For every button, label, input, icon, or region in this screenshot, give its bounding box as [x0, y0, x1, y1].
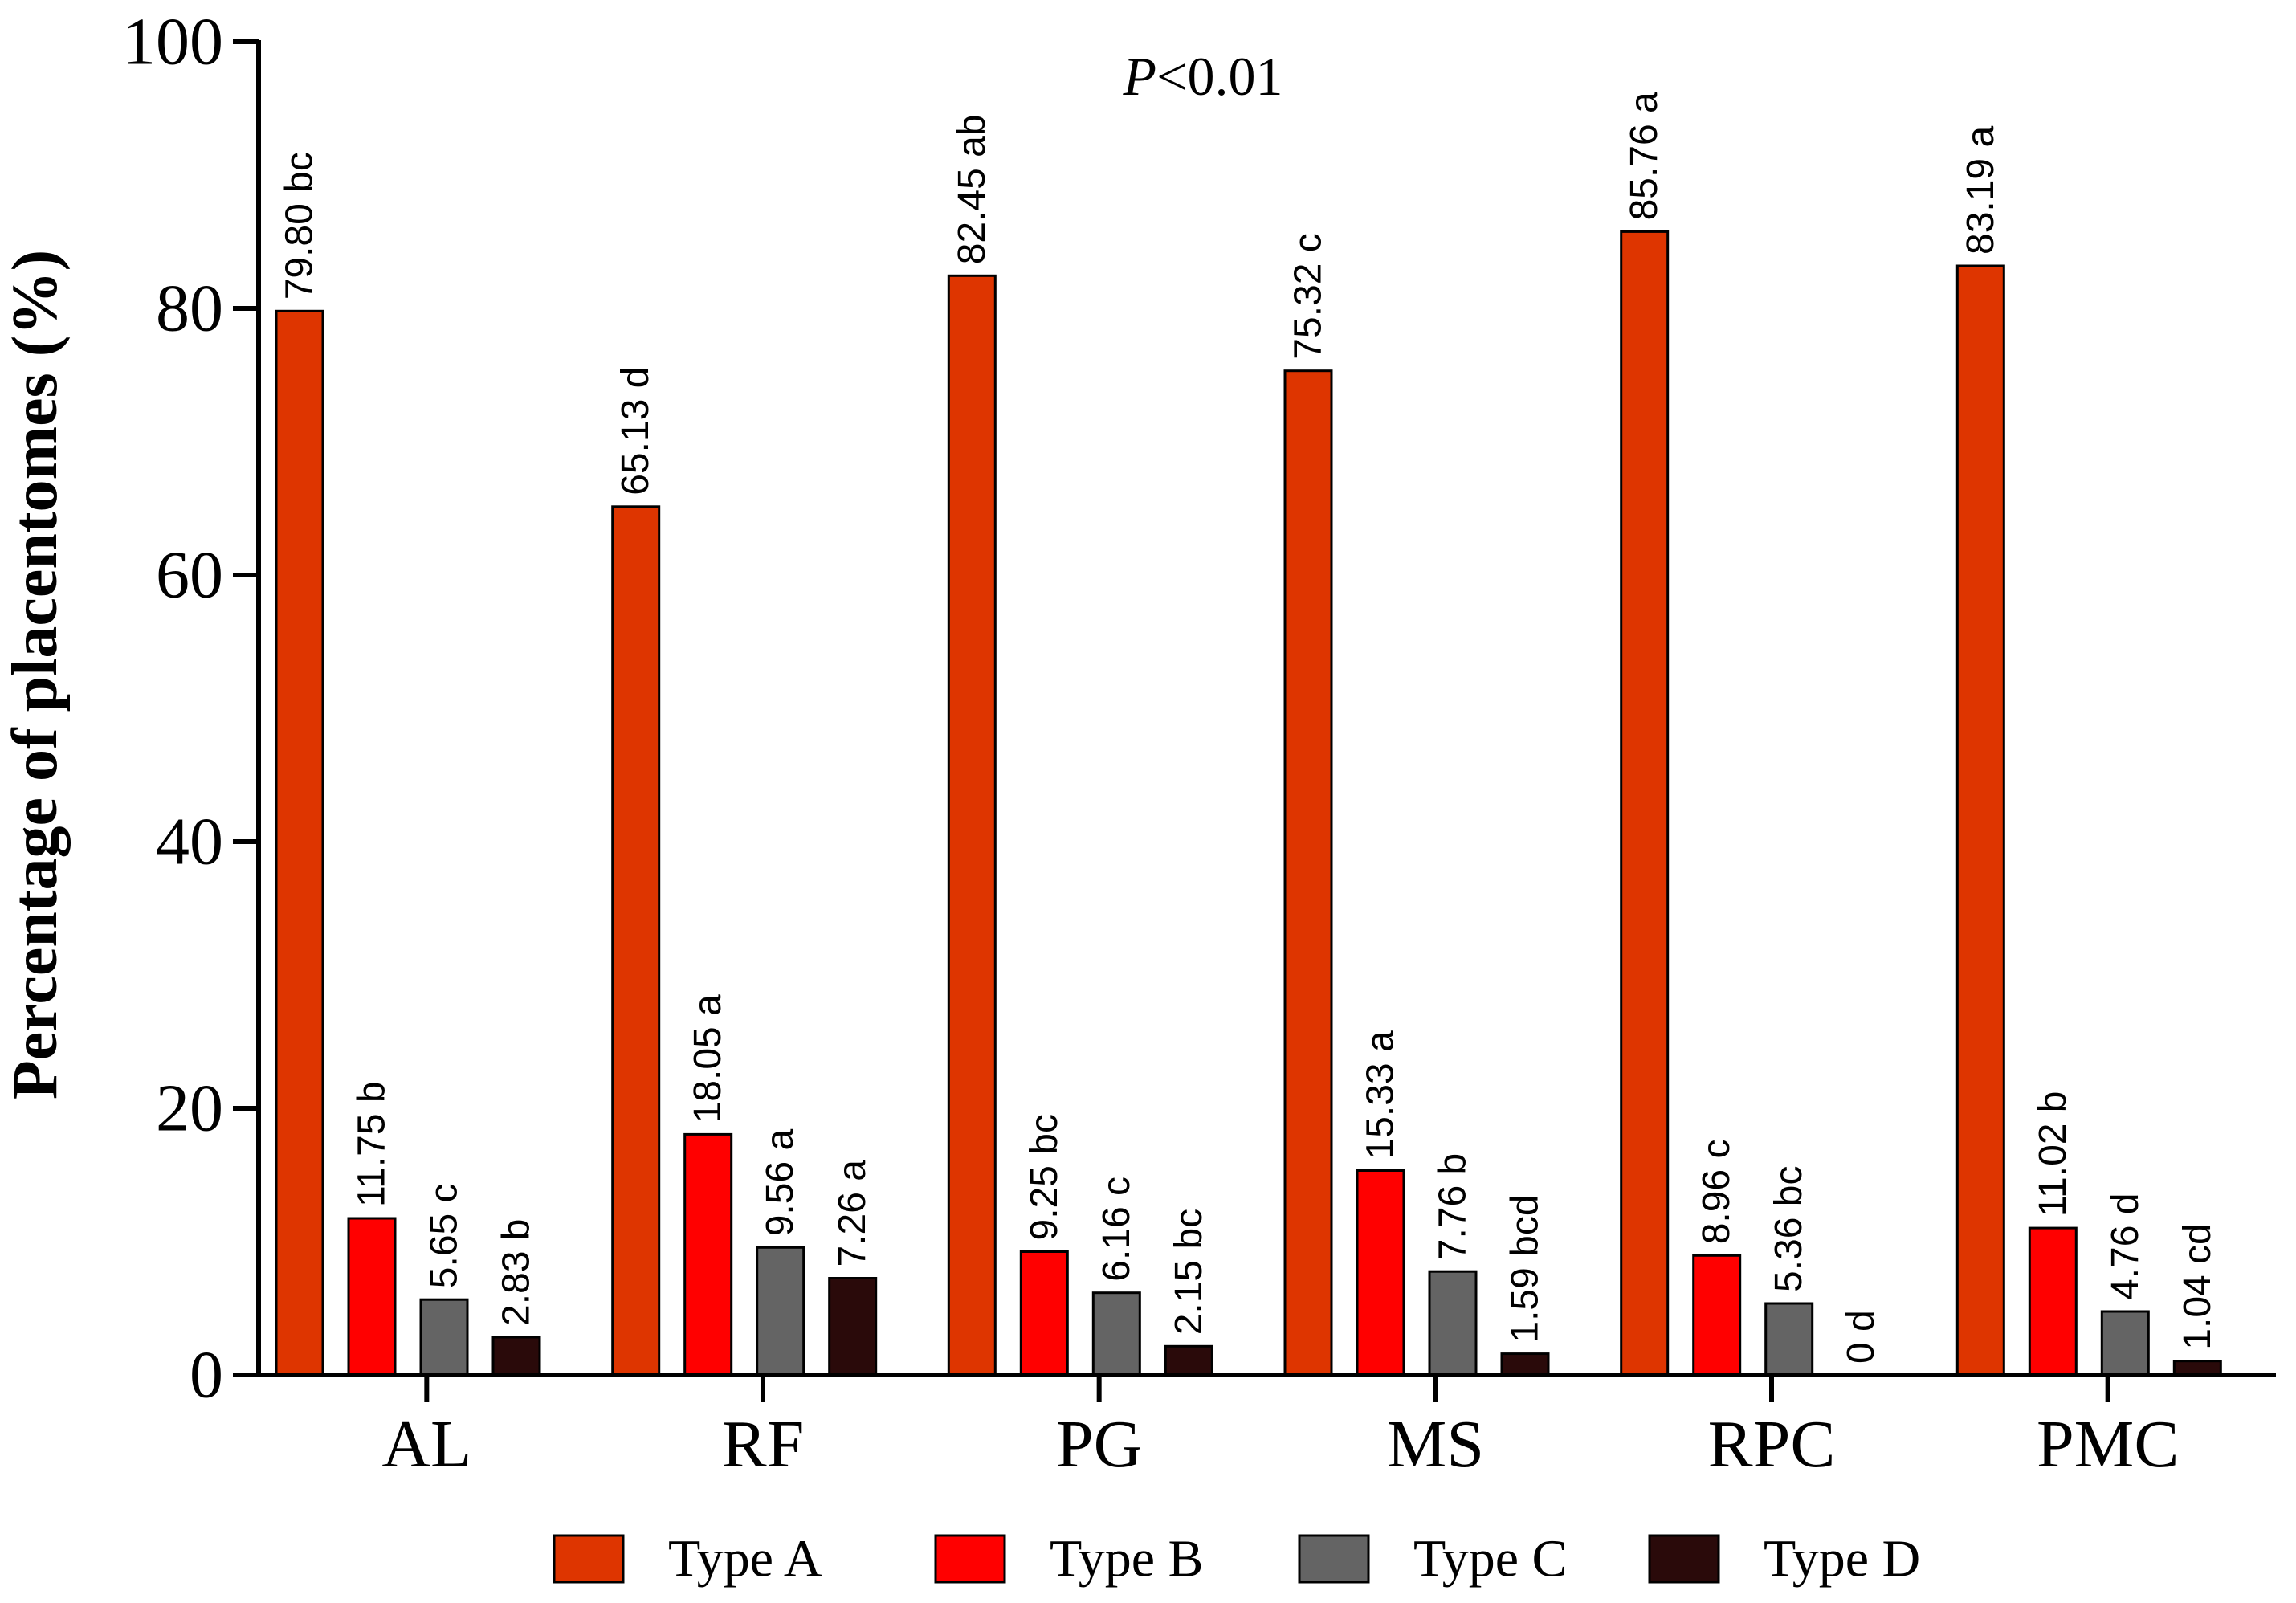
- y-tick-label-80: 80: [156, 271, 223, 346]
- y-tick-label-60: 60: [156, 538, 223, 613]
- x-tick-label-pg: PG: [1056, 1407, 1142, 1482]
- bar-ms-type-a: [1283, 369, 1333, 1377]
- data-label-pmc-type-d: 1.04 cd: [2176, 1223, 2219, 1349]
- legend-label-type-d: Type D: [1764, 1530, 1920, 1589]
- p-value-threshold: <0.01: [1156, 46, 1283, 107]
- data-label-pg-type-a: 82.45 ab: [951, 114, 993, 264]
- bar-pg-type-c: [1091, 1291, 1141, 1377]
- data-label-al-type-a: 79.80 bc: [279, 152, 321, 300]
- x-tick-label-pmc: PMC: [2037, 1407, 2179, 1482]
- data-label-ms-type-d: 1.59 bcd: [1504, 1194, 1547, 1342]
- legend-swatch-type-c: [1298, 1534, 1370, 1584]
- data-label-ms-type-c: 7.76 b: [1432, 1153, 1474, 1260]
- data-label-al-type-c: 5.65 c: [423, 1183, 466, 1288]
- legend-swatch-type-b: [934, 1534, 1006, 1584]
- data-label-rpc-type-a: 85.76 a: [1623, 92, 1666, 220]
- data-label-rpc-type-d: 0 d: [1840, 1310, 1882, 1364]
- legend-label-type-a: Type A: [668, 1530, 822, 1589]
- legend-swatch-type-d: [1648, 1534, 1720, 1584]
- data-label-rf-type-c: 9.56 a: [759, 1129, 801, 1237]
- data-label-rf-type-b: 18.05 a: [687, 994, 729, 1123]
- bar-rf-type-b: [683, 1132, 733, 1377]
- data-label-rf-type-a: 65.13 d: [614, 367, 657, 496]
- bar-pmc-type-c: [2100, 1310, 2150, 1377]
- y-tick-label-0: 0: [190, 1338, 223, 1413]
- bar-rf-type-c: [756, 1246, 805, 1377]
- bar-ms-type-d: [1500, 1352, 1550, 1377]
- p-value-symbol: P: [1123, 46, 1157, 107]
- data-label-rpc-type-c: 5.36 bc: [1768, 1166, 1810, 1292]
- data-label-pmc-type-b: 11.02 b: [2032, 1091, 2074, 1218]
- data-label-ms-type-b: 15.33 a: [1360, 1030, 1402, 1159]
- bar-rf-type-d: [828, 1277, 878, 1377]
- bar-rpc-type-a: [1620, 230, 1670, 1377]
- bar-pmc-type-b: [2028, 1226, 2078, 1377]
- bar-al-type-a: [275, 309, 324, 1377]
- bars-layer: [275, 230, 2222, 1377]
- bar-pg-type-d: [1164, 1344, 1213, 1377]
- data-label-al-type-d: 2.83 b: [495, 1219, 538, 1326]
- data-label-al-type-b: 11.75 b: [351, 1081, 394, 1207]
- y-tick-label-20: 20: [156, 1071, 223, 1146]
- y-tick-label-100: 100: [122, 5, 223, 80]
- bar-rpc-type-c: [1764, 1302, 1814, 1377]
- legend-swatch-type-a: [553, 1534, 625, 1584]
- y-axis-label: Percentage of placentomes (%): [0, 250, 71, 1099]
- data-label-rf-type-d: 7.26 a: [831, 1160, 874, 1267]
- bar-pmc-type-a: [1955, 264, 2005, 1377]
- axes-layer: 0 20 40 60 80 100 AL RF PG MS RPC PMC: [122, 5, 2276, 1482]
- y-tick-label-40: 40: [156, 805, 223, 879]
- x-tick-label-rpc: RPC: [1708, 1407, 1836, 1482]
- bar-ms-type-b: [1356, 1169, 1405, 1377]
- data-label-pg-type-c: 6.16 c: [1095, 1177, 1138, 1282]
- data-labels-layer: 79.80 bc 11.75 b 5.65 c 2.83 b 65.13 d 18.05 …: [279, 92, 2219, 1364]
- p-value-annotation: P<0.01: [1123, 46, 1283, 107]
- x-tick-label-al: AL: [381, 1407, 471, 1482]
- bar-al-type-d: [491, 1336, 541, 1377]
- bar-al-type-c: [419, 1298, 469, 1377]
- data-label-pg-type-d: 2.15 bc: [1168, 1209, 1210, 1335]
- data-label-pmc-type-c: 4.76 d: [2104, 1193, 2147, 1300]
- bar-pg-type-b: [1019, 1250, 1069, 1377]
- legend: Type A Type B Type C Type D: [553, 1530, 1920, 1589]
- data-label-pmc-type-a: 83.19 a: [1960, 126, 2002, 255]
- data-label-ms-type-a: 75.32 c: [1287, 233, 1330, 359]
- bar-al-type-b: [347, 1217, 397, 1377]
- legend-label-type-c: Type C: [1413, 1530, 1568, 1589]
- x-tick-label-ms: MS: [1387, 1407, 1484, 1482]
- data-label-pg-type-b: 9.25 bc: [1023, 1114, 1066, 1240]
- bar-rf-type-a: [611, 505, 661, 1377]
- bar-ms-type-c: [1428, 1270, 1478, 1377]
- bar-rpc-type-b: [1692, 1254, 1742, 1377]
- legend-label-type-b: Type B: [1050, 1530, 1204, 1589]
- x-tick-label-rf: RF: [722, 1407, 805, 1482]
- bar-pg-type-a: [947, 274, 997, 1377]
- data-label-rpc-type-b: 8.96 c: [1695, 1140, 1738, 1245]
